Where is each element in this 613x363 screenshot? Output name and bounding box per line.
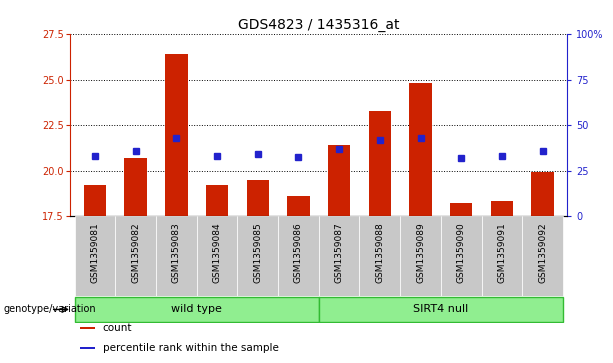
Text: GSM1359088: GSM1359088	[375, 223, 384, 283]
Bar	[165, 54, 188, 216]
Bar	[441, 216, 482, 296]
Bar	[531, 172, 554, 216]
Text: percentile rank within the sample: percentile rank within the sample	[103, 343, 279, 353]
Text: GSM1359083: GSM1359083	[172, 223, 181, 283]
Bar	[409, 83, 432, 216]
Bar	[115, 216, 156, 296]
Text: wild type: wild type	[171, 304, 222, 314]
Text: genotype/variation: genotype/variation	[3, 305, 96, 314]
Text: GSM1359086: GSM1359086	[294, 223, 303, 283]
FancyBboxPatch shape	[319, 297, 563, 322]
Text: GSM1359081: GSM1359081	[90, 223, 99, 283]
Bar	[319, 216, 359, 296]
Text: GSM1359092: GSM1359092	[538, 223, 547, 283]
Bar	[482, 216, 522, 296]
Bar	[450, 203, 473, 216]
Bar	[80, 347, 96, 349]
Bar	[156, 216, 197, 296]
Title: GDS4823 / 1435316_at: GDS4823 / 1435316_at	[238, 18, 400, 32]
Bar	[522, 216, 563, 296]
Bar	[287, 196, 310, 216]
Bar	[75, 216, 115, 296]
Bar	[328, 145, 350, 216]
Bar	[359, 216, 400, 296]
Text: GSM1359091: GSM1359091	[497, 223, 506, 283]
Bar	[80, 327, 96, 330]
Text: GSM1359085: GSM1359085	[253, 223, 262, 283]
Bar	[246, 180, 269, 216]
Bar	[368, 111, 391, 216]
Bar	[278, 216, 319, 296]
Text: GSM1359089: GSM1359089	[416, 223, 425, 283]
Text: GSM1359082: GSM1359082	[131, 223, 140, 283]
Bar	[400, 216, 441, 296]
Bar	[124, 158, 147, 216]
Text: GSM1359090: GSM1359090	[457, 223, 466, 283]
Bar	[197, 216, 237, 296]
Bar	[491, 201, 513, 216]
Bar	[206, 185, 228, 216]
Text: GSM1359084: GSM1359084	[213, 223, 221, 283]
FancyBboxPatch shape	[75, 297, 319, 322]
Text: GSM1359087: GSM1359087	[335, 223, 344, 283]
Text: count: count	[103, 323, 132, 333]
Bar	[84, 185, 106, 216]
Bar	[237, 216, 278, 296]
Text: SIRT4 null: SIRT4 null	[413, 304, 468, 314]
